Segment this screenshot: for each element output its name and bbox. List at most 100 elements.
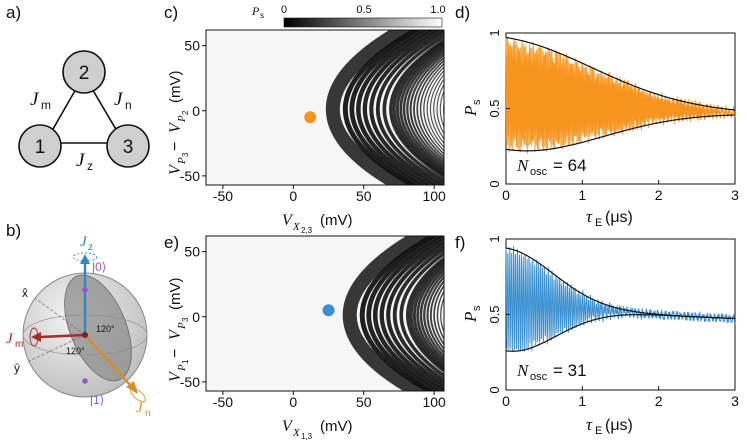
- svg-text:V: V: [167, 121, 184, 133]
- svg-text:P: P: [461, 312, 480, 323]
- jm-label: J m: [6, 331, 23, 350]
- node-label-3: 3: [123, 137, 134, 158]
- x-tick-label: 100: [422, 394, 446, 410]
- svg-text:2,3: 2,3: [301, 226, 313, 235]
- jn-vector: [84, 334, 132, 387]
- svg-text:(μs): (μs): [605, 209, 633, 226]
- svg-text:z: z: [87, 159, 93, 173]
- x-axis-line: [34, 297, 86, 336]
- x-tick-label: 3: [731, 393, 739, 409]
- interference-fringe: [423, 271, 444, 358]
- svg-text:V: V: [167, 328, 184, 340]
- colorbar-gradient: [283, 17, 443, 28]
- svg-text:J: J: [114, 89, 124, 110]
- interference-fringe: [433, 284, 444, 346]
- y-tick-label: -50: [180, 168, 200, 184]
- svg-text:P: P: [176, 157, 188, 165]
- svg-text:J: J: [30, 89, 40, 110]
- svg-text:N: N: [516, 361, 530, 380]
- chart-d-ylabel: P s: [461, 99, 483, 117]
- coupling-label-jz: J z: [76, 150, 93, 173]
- interference-fringe: [419, 62, 444, 155]
- svg-text:z: z: [88, 242, 93, 253]
- envelope-lower: [505, 114, 736, 152]
- svg-text:−: −: [167, 349, 184, 358]
- panel-label-e: e): [164, 233, 179, 252]
- x-tick-label: -50: [213, 188, 233, 204]
- jn-arrowhead: [126, 381, 138, 394]
- svg-text:V: V: [282, 418, 294, 435]
- colorbar-tick-05: 0.5: [356, 4, 371, 16]
- y-axis-line: [26, 334, 86, 363]
- x-tick-label: 0: [502, 187, 510, 203]
- chart-d-annotation: N osc = 64: [516, 156, 587, 178]
- svg-text:P: P: [176, 115, 188, 123]
- svg-text:E: E: [595, 425, 602, 437]
- svg-text:J: J: [76, 150, 86, 171]
- ket0-point: [82, 287, 88, 293]
- svg-text:−: −: [167, 142, 184, 151]
- y-tick-label: 1: [487, 29, 502, 36]
- triangle-diagram: 2 1 3 J m J n J z: [18, 50, 150, 173]
- interference-fringe: [389, 38, 444, 179]
- chart-d: 0 1 2 3 0 0.5 1 N osc = 64 τ E (μs) P s: [461, 29, 739, 229]
- y-tick-label: 0.5: [487, 99, 502, 117]
- chart-f-xlabel: τ E (μs): [586, 415, 633, 437]
- y-axis-label: ŷ: [14, 361, 20, 375]
- map-c: -50 0 50 100 50 0 -50 V X 2,3 (mV) V P 3 − V P…: [167, 29, 446, 235]
- y-tick-label: 0: [192, 309, 200, 325]
- svg-text:V: V: [282, 212, 294, 229]
- interference-fringe: [412, 56, 444, 162]
- interference-fringe: [402, 48, 444, 170]
- interference-fringe: [406, 256, 444, 373]
- x-tick-label: 3: [731, 187, 739, 203]
- rotation-plane: [64, 274, 132, 382]
- interference-fringe: [440, 296, 444, 334]
- interference-fringe: [416, 264, 444, 365]
- ket0-label: |0⟩: [92, 260, 106, 274]
- svg-text:J: J: [80, 234, 88, 250]
- interference-fringe: [372, 236, 444, 391]
- interference-fringe: [426, 69, 444, 149]
- interference-fringe: [409, 259, 444, 371]
- interference-fringe: [399, 45, 444, 172]
- x-tick-label: 1: [578, 187, 586, 203]
- x-tick-label: 0: [502, 393, 510, 409]
- x-tick-label: -50: [213, 394, 233, 410]
- y-tick-label: 0: [487, 386, 502, 393]
- interference-fringe: [429, 73, 444, 144]
- oscillation-trace: [505, 245, 736, 352]
- x-tick-label: 100: [422, 188, 446, 204]
- map-e-marker: [322, 304, 335, 317]
- svg-text:P: P: [176, 364, 188, 372]
- svg-text:n: n: [145, 408, 151, 419]
- svg-text:(mV): (mV): [167, 278, 184, 311]
- interference-fringe: [395, 43, 444, 174]
- svg-text:m: m: [15, 339, 23, 350]
- map-c-xlabel: V X 2,3 (mV): [282, 212, 353, 235]
- svg-text:V: V: [167, 370, 184, 382]
- interference-fringe: [386, 242, 444, 387]
- bloch-sphere-diagram: x̂ ŷ J z J m J n |0⟩ |1⟩ 120: [6, 234, 151, 419]
- y-tick-label: 1: [487, 235, 502, 242]
- y-tick-label: 50: [184, 244, 200, 260]
- chart-f: 0 1 2 3 0 0.5 1 N osc = 31 τ E (μs) P s: [461, 235, 739, 437]
- interference-fringe: [375, 30, 444, 185]
- jm-vector: [39, 333, 86, 339]
- svg-text:= 64: = 64: [553, 156, 587, 175]
- svg-text:= 31: = 31: [553, 361, 587, 380]
- y-tick-label: -50: [180, 374, 200, 390]
- ket1-point: [82, 378, 88, 384]
- coupling-label-jn: J n: [114, 89, 132, 112]
- svg-text:(μs): (μs): [605, 417, 633, 434]
- panel-label-c: c): [164, 3, 178, 22]
- interference-fringe: [399, 251, 444, 378]
- jm-arrowhead: [31, 332, 41, 342]
- node-label-2: 2: [79, 63, 90, 84]
- panel-label-f: f): [455, 233, 465, 252]
- svg-text:P: P: [176, 322, 188, 330]
- map-e-frame: [205, 235, 445, 392]
- svg-text:J: J: [6, 331, 14, 347]
- svg-text:3: 3: [181, 317, 190, 322]
